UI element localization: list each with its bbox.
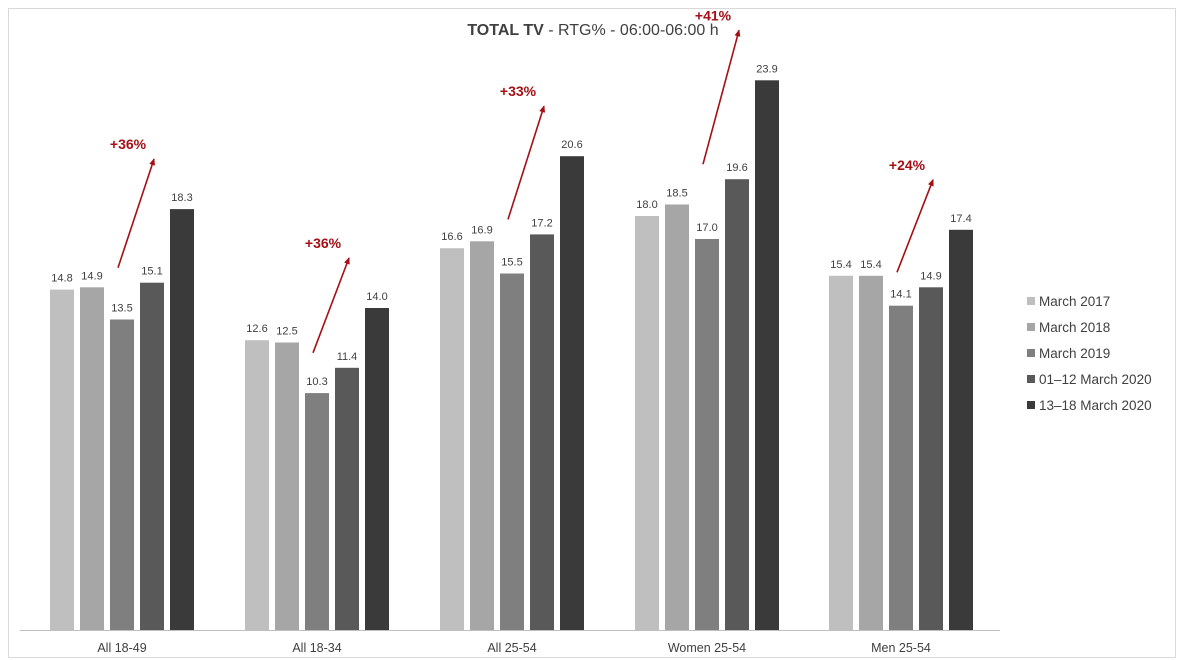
bar bbox=[949, 229, 973, 631]
bar bbox=[50, 289, 74, 630]
chart-frame bbox=[8, 8, 1176, 658]
bar bbox=[275, 342, 299, 630]
data-label: 11.4 bbox=[337, 351, 358, 363]
data-label: 19.6 bbox=[726, 162, 747, 174]
bar bbox=[500, 273, 524, 630]
data-label: 18.3 bbox=[171, 192, 192, 204]
chart-title-rest: - RTG% - 06:00-06:00 h bbox=[543, 22, 719, 39]
bar bbox=[560, 156, 584, 630]
data-label: 18.0 bbox=[636, 199, 657, 211]
growth-arrow bbox=[312, 257, 350, 354]
bar bbox=[305, 393, 329, 630]
data-label: 15.1 bbox=[141, 266, 162, 278]
bar bbox=[829, 275, 853, 630]
data-label: 15.5 bbox=[501, 257, 522, 269]
data-label: 23.9 bbox=[756, 63, 777, 75]
legend-swatch bbox=[1027, 375, 1035, 383]
bar bbox=[665, 204, 689, 630]
data-label: 15.4 bbox=[860, 259, 881, 271]
legend-label: 13–18 March 2020 bbox=[1039, 398, 1152, 413]
data-label: 14.8 bbox=[51, 273, 72, 285]
bar bbox=[245, 340, 269, 630]
bar bbox=[859, 275, 883, 630]
data-label: 10.3 bbox=[306, 376, 327, 388]
data-label: 14.9 bbox=[920, 270, 941, 282]
legend-swatch bbox=[1027, 349, 1035, 357]
legend-swatch bbox=[1027, 401, 1035, 409]
bar bbox=[470, 241, 494, 631]
data-label: 14.1 bbox=[890, 289, 911, 301]
growth-arrow bbox=[702, 29, 741, 165]
data-label: 15.4 bbox=[830, 259, 851, 271]
category-label: Women 25-54 bbox=[668, 641, 746, 655]
growth-arrow bbox=[507, 105, 546, 220]
growth-arrow bbox=[896, 178, 934, 273]
category-label: All 18-34 bbox=[292, 641, 341, 655]
data-label: 16.6 bbox=[441, 231, 462, 243]
bar bbox=[635, 216, 659, 630]
growth-label: +41% bbox=[695, 7, 732, 23]
growth-label: +33% bbox=[500, 83, 537, 99]
bar bbox=[140, 282, 164, 630]
bar bbox=[80, 287, 104, 630]
data-label: 17.2 bbox=[531, 217, 552, 229]
chart-title: TOTAL TV - RTG% - 06:00-06:00 h bbox=[0, 22, 1179, 40]
data-label: 14.9 bbox=[81, 270, 102, 282]
growth-label: +24% bbox=[889, 157, 926, 173]
growth-label: +36% bbox=[110, 136, 147, 152]
data-label: 18.5 bbox=[666, 188, 687, 200]
bar bbox=[725, 179, 749, 630]
data-label: 17.0 bbox=[696, 222, 717, 234]
bar bbox=[335, 367, 359, 630]
bar bbox=[530, 234, 554, 630]
bar bbox=[110, 319, 134, 630]
bar bbox=[889, 305, 913, 630]
category-label: All 25-54 bbox=[487, 641, 536, 655]
data-label: 16.9 bbox=[471, 224, 492, 236]
legend-label: March 2019 bbox=[1039, 346, 1110, 361]
bar bbox=[695, 239, 719, 630]
data-label: 20.6 bbox=[561, 139, 582, 151]
category-label: Men 25-54 bbox=[871, 641, 931, 655]
chart-title-bold: TOTAL TV bbox=[467, 22, 544, 39]
bar bbox=[170, 209, 194, 630]
bar bbox=[919, 287, 943, 630]
growth-label: +36% bbox=[305, 235, 342, 251]
legend-swatch bbox=[1027, 323, 1035, 331]
legend-label: 01–12 March 2020 bbox=[1039, 372, 1152, 387]
legend-swatch bbox=[1027, 297, 1035, 305]
data-label: 12.5 bbox=[276, 326, 297, 338]
category-label: All 18-49 bbox=[97, 641, 146, 655]
bar bbox=[365, 308, 389, 630]
growth-arrow bbox=[117, 158, 155, 268]
data-label: 17.4 bbox=[950, 213, 971, 225]
bar bbox=[755, 80, 779, 631]
data-label: 14.0 bbox=[366, 291, 387, 303]
bar bbox=[440, 248, 464, 630]
legend-label: March 2018 bbox=[1039, 320, 1110, 335]
data-label: 12.6 bbox=[246, 323, 267, 335]
data-label: 13.5 bbox=[111, 303, 132, 315]
legend-label: March 2017 bbox=[1039, 294, 1110, 309]
